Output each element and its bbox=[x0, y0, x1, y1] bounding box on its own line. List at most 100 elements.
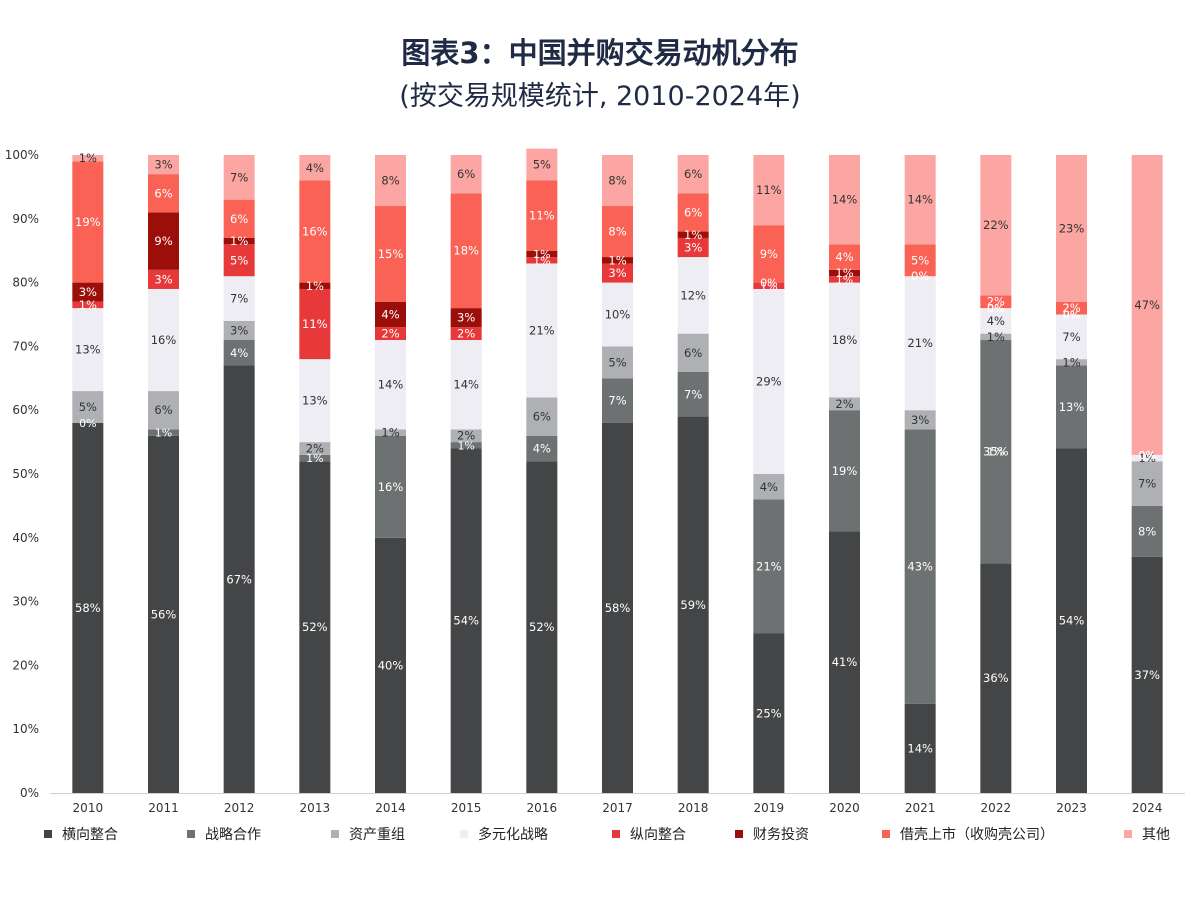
bar-segment bbox=[299, 461, 331, 793]
y-tick-label: 20% bbox=[12, 658, 39, 672]
bar-segment bbox=[602, 257, 633, 264]
bar-segment bbox=[753, 288, 785, 474]
bar-segment bbox=[829, 531, 860, 793]
bar-segment bbox=[829, 282, 860, 398]
data-label: 1% bbox=[835, 266, 853, 280]
legend-swatch bbox=[187, 830, 195, 838]
bar-segment bbox=[450, 193, 482, 309]
bar-segment bbox=[450, 327, 482, 341]
chart-title: 图表3：中国并购交易动机分布 bbox=[401, 36, 799, 70]
bar-segment bbox=[72, 308, 104, 392]
data-label: 6% bbox=[684, 167, 702, 181]
bar-segment bbox=[526, 148, 558, 181]
bar-segment bbox=[299, 155, 331, 181]
bar-segment bbox=[602, 346, 633, 379]
data-label: 21% bbox=[756, 560, 782, 574]
data-label: 52% bbox=[302, 620, 328, 634]
data-label: 4% bbox=[987, 314, 1005, 328]
bar-segment bbox=[450, 442, 482, 449]
data-label: 11% bbox=[529, 209, 555, 223]
data-label: 2% bbox=[1062, 301, 1080, 315]
legend-item: 多元化战略 bbox=[460, 822, 548, 846]
bar-segment bbox=[526, 257, 558, 264]
bar-stack-2011 bbox=[148, 155, 179, 793]
y-tick-label: 90% bbox=[12, 212, 39, 226]
data-label: 1% bbox=[1062, 355, 1080, 369]
bar-segment bbox=[223, 276, 255, 321]
bar-segment bbox=[450, 448, 482, 793]
data-label: 12% bbox=[680, 288, 706, 302]
data-label: 4% bbox=[381, 308, 399, 322]
data-label: 1% bbox=[684, 228, 702, 242]
data-label-small: 1% bbox=[533, 254, 550, 267]
data-label: 43% bbox=[907, 560, 933, 574]
legend-label: 财务投资 bbox=[753, 827, 809, 843]
bar-stack-2013 bbox=[299, 155, 331, 793]
data-label: 22% bbox=[983, 218, 1009, 232]
bar-stack-2010 bbox=[72, 155, 104, 793]
data-label: 14% bbox=[453, 378, 479, 392]
bar-segment bbox=[148, 435, 179, 793]
data-label: 9% bbox=[154, 234, 172, 248]
data-label-small: 1% bbox=[457, 439, 474, 452]
bar-segment bbox=[677, 333, 709, 372]
x-tick-label: 2023 bbox=[1056, 801, 1087, 815]
data-label: 54% bbox=[1059, 614, 1085, 628]
bar-segment bbox=[602, 378, 633, 423]
bar-segment bbox=[1056, 448, 1087, 793]
data-label: 1% bbox=[306, 279, 324, 293]
data-label: 2% bbox=[457, 327, 475, 341]
bar-segment bbox=[375, 340, 406, 430]
bar-segment bbox=[753, 155, 785, 226]
data-label: 3% bbox=[457, 311, 475, 325]
bar-segment bbox=[223, 155, 255, 200]
bar-segment bbox=[299, 454, 331, 462]
bar-segment bbox=[148, 174, 179, 213]
legend-label: 战略合作 bbox=[205, 827, 261, 843]
bar-segment bbox=[1056, 359, 1087, 366]
bar-segment bbox=[148, 391, 179, 430]
data-label: 21% bbox=[907, 336, 933, 350]
bar-stack-2024 bbox=[1131, 155, 1163, 793]
legend-swatch bbox=[1124, 830, 1132, 838]
chart-subtitle: (按交易规模统计, 2010-2024年) bbox=[399, 81, 801, 112]
data-label-small: 0% bbox=[1063, 309, 1080, 322]
x-tick-label: 2013 bbox=[300, 801, 331, 815]
bar-stack-2015 bbox=[450, 155, 482, 793]
bar-stack-2021 bbox=[904, 155, 936, 793]
bar-segment bbox=[526, 263, 558, 398]
data-label: 1% bbox=[230, 234, 248, 248]
data-label-small: 0% bbox=[1063, 309, 1080, 322]
bar-segment bbox=[753, 499, 785, 634]
bar-segment bbox=[980, 155, 1012, 296]
bar-segment bbox=[375, 327, 406, 341]
bar-segment bbox=[223, 244, 255, 277]
legend-label: 横向整合 bbox=[62, 827, 118, 843]
bar-segment bbox=[299, 282, 331, 289]
data-label: 6% bbox=[533, 410, 551, 424]
data-label: 0% bbox=[911, 269, 929, 283]
bar-segment bbox=[980, 295, 1012, 309]
bar-segment bbox=[148, 429, 179, 436]
bar-segment bbox=[602, 263, 633, 283]
bar-segment bbox=[148, 269, 179, 289]
data-label: 6% bbox=[154, 186, 172, 200]
data-label: 5% bbox=[533, 158, 551, 172]
data-label: 7% bbox=[1062, 330, 1080, 344]
data-label: 4% bbox=[306, 161, 324, 175]
bar-segment bbox=[148, 155, 179, 175]
data-label: 4% bbox=[760, 480, 778, 494]
bar-segment bbox=[980, 333, 1012, 341]
x-tick-label: 2017 bbox=[602, 801, 633, 815]
data-label: 21% bbox=[529, 323, 555, 337]
data-label: 7% bbox=[684, 387, 702, 401]
data-label: 67% bbox=[226, 572, 252, 586]
bar-segment bbox=[1056, 155, 1087, 302]
bar-segment bbox=[450, 308, 482, 328]
data-label: 3% bbox=[154, 272, 172, 286]
bar-segment bbox=[829, 276, 860, 283]
data-label: 6% bbox=[684, 346, 702, 360]
bar-segment bbox=[72, 422, 104, 793]
bar-segment bbox=[72, 161, 104, 283]
data-label: 3% bbox=[154, 158, 172, 172]
